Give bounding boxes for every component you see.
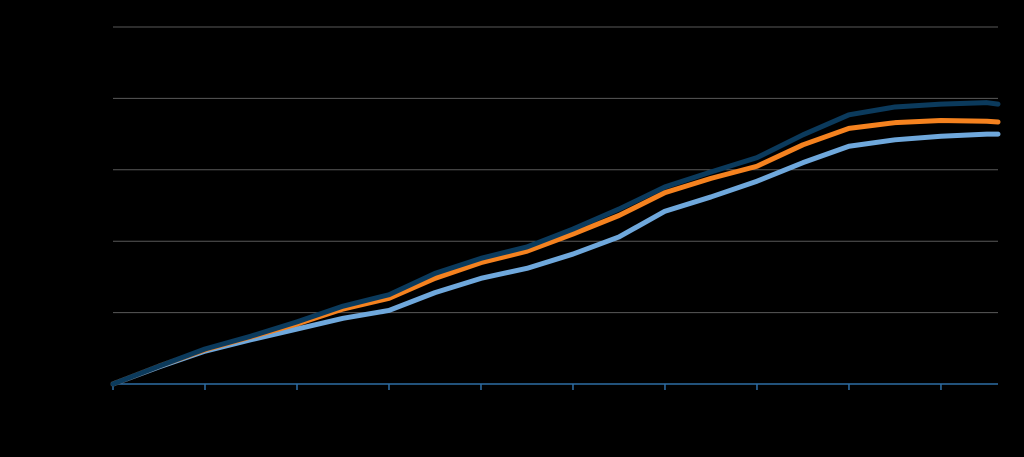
series-line (110, 100, 1001, 387)
series-line (110, 118, 1001, 387)
series-line (110, 131, 1001, 387)
